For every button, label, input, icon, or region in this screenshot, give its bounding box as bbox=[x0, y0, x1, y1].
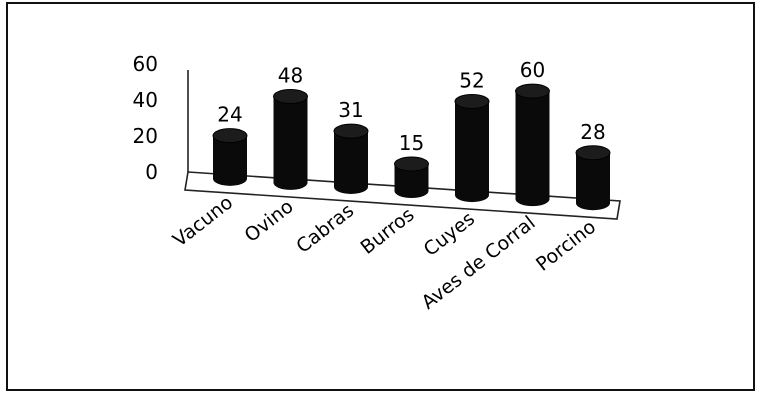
bar-body bbox=[334, 131, 368, 187]
bar-top bbox=[454, 93, 490, 109]
bar-top bbox=[273, 88, 308, 104]
category-label: Cabras bbox=[292, 200, 358, 258]
bar-base bbox=[334, 179, 368, 194]
bar-base bbox=[213, 171, 247, 186]
data-label: 28 bbox=[580, 120, 605, 144]
data-label: 31 bbox=[338, 98, 363, 122]
bar bbox=[333, 123, 369, 194]
category-label: Vacuno bbox=[169, 191, 237, 251]
y-tick-label: 40 bbox=[133, 88, 158, 112]
y-tick-label: 0 bbox=[145, 160, 158, 184]
bar-base bbox=[515, 192, 550, 207]
y-tick-label: 20 bbox=[133, 124, 158, 148]
data-label: 48 bbox=[278, 63, 303, 87]
category-label: Porcino bbox=[532, 216, 600, 276]
data-label: 60 bbox=[520, 58, 545, 82]
bar-base bbox=[273, 175, 308, 190]
bar-body bbox=[576, 152, 610, 204]
bar bbox=[394, 156, 429, 199]
bar bbox=[515, 83, 550, 207]
category-label: Ovino bbox=[241, 195, 298, 246]
bar bbox=[454, 93, 490, 203]
bar-base bbox=[394, 184, 429, 199]
category-label: Aves de Corral bbox=[418, 212, 540, 314]
data-label: 24 bbox=[217, 103, 242, 127]
category-label: Cuyes bbox=[420, 208, 479, 261]
data-label: 52 bbox=[459, 68, 484, 92]
category-label: Burros bbox=[357, 204, 419, 259]
bar-body bbox=[515, 91, 550, 200]
bar-top bbox=[575, 145, 611, 161]
bar-top bbox=[212, 128, 248, 144]
data-label: 15 bbox=[399, 131, 424, 155]
bar-top bbox=[515, 83, 550, 99]
chart-svg: 0 20 40 60 24 48 31 15 52 60 28 Vacuno OvinoCabrasBu… bbox=[133, 52, 621, 314]
y-tick-label: 60 bbox=[133, 52, 158, 76]
bar-body bbox=[455, 101, 489, 196]
chart-frame: 0 20 40 60 24 48 31 15 52 60 28 Vacuno Ovino Cabras Bu… bbox=[6, 2, 755, 391]
bar-base bbox=[576, 196, 610, 211]
bar-top bbox=[333, 123, 369, 139]
bar bbox=[575, 145, 611, 211]
bar bbox=[273, 88, 308, 190]
bar-top bbox=[394, 156, 429, 172]
bar-body bbox=[273, 96, 308, 183]
bar bbox=[212, 128, 248, 186]
bar-base bbox=[455, 188, 489, 203]
